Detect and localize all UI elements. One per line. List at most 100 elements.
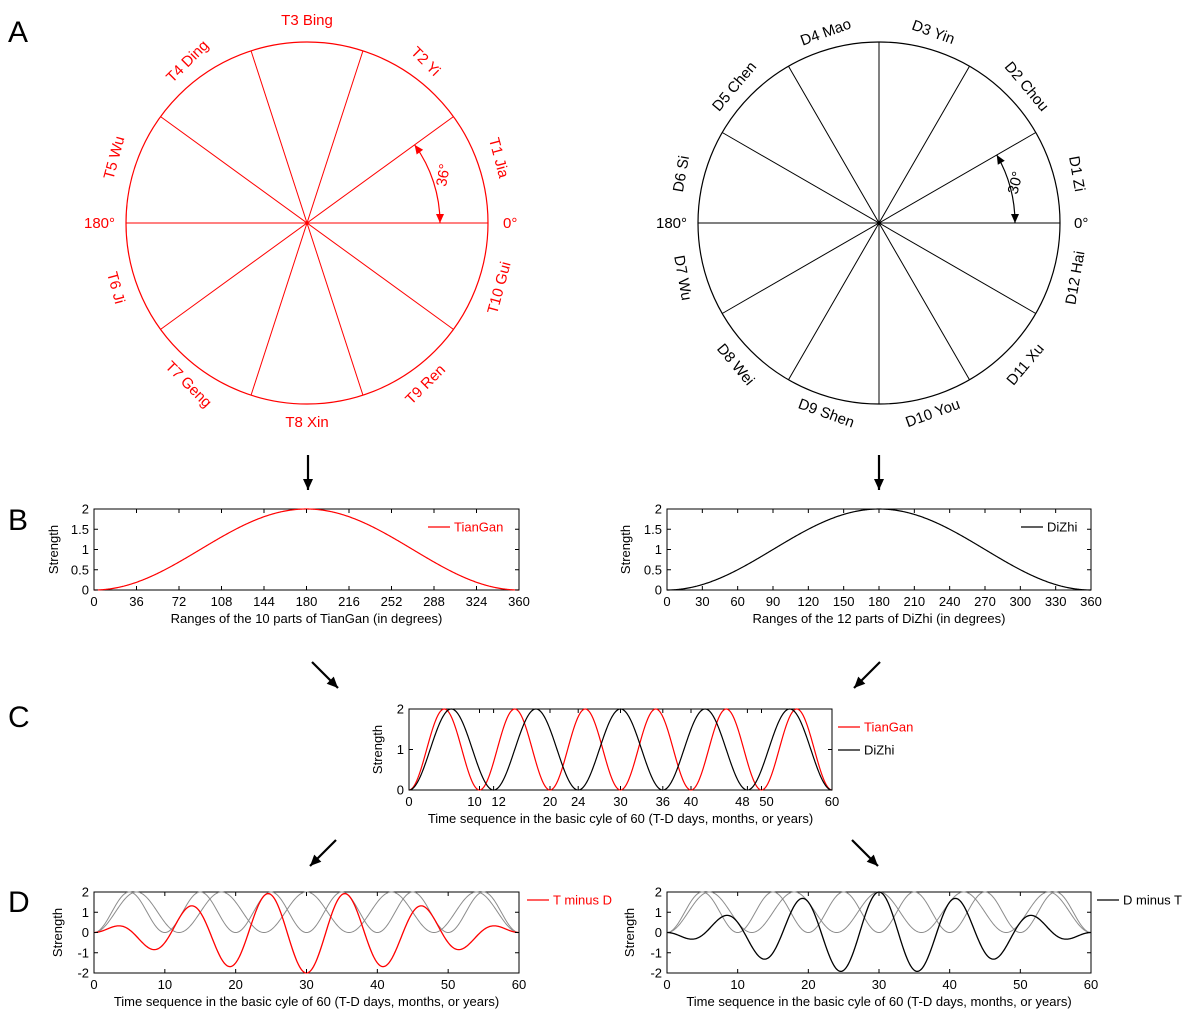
x-tick-label: 50 [1013,977,1027,992]
y-axis-title: Strength [618,525,633,574]
y-tick-label: 1.5 [71,522,89,537]
x-tick-label: 60 [825,794,839,809]
y-axis-title: Strength [50,908,65,957]
arrow-b-to-c-left-head [326,676,338,688]
y-tick-label: 0 [82,925,89,940]
y-tick-label: 0 [82,583,89,598]
tiangan-deg-180: 180° [84,215,115,232]
x-tick-label: 144 [253,594,275,609]
gray-tiangan-curve [666,891,1092,934]
dizhi-arrowhead-top [996,155,1005,165]
dizhi-angle-label: 30° [1005,170,1027,196]
y-tick-label: 0 [655,925,662,940]
t-minus-d-curve [93,892,520,974]
y-tick-label: -2 [77,966,89,981]
x-tick-label: 150 [833,594,855,609]
x-tick-label: 120 [797,594,819,609]
dizhi-label: D3 Yin [910,17,957,48]
tiangan-spoke [160,116,454,330]
x-tick-label: 20 [543,794,557,809]
y-tick-label: 2 [82,502,89,517]
x-tick-label: 48 [735,794,749,809]
x-tick-label: 216 [338,594,360,609]
x-tick-label: 10 [467,794,481,809]
x-tick-label: 60 [1084,977,1098,992]
tiangan-label: T7 Geng [162,358,215,411]
y-tick-label: 0 [655,583,662,598]
y-axis-title: Strength [370,725,385,774]
y-tick-label: -2 [650,966,662,981]
x-axis-title: Time sequence in the basic cyle of 60 (T… [428,811,813,826]
legend-label: TianGan [864,720,913,735]
x-tick-label: 72 [172,594,186,609]
arrow-a-to-b-left-head [303,479,313,490]
plot-d-d-minus-t: 0 10 20 30 40 50 60 -2 -1 0 1 2 Time sequence in the… [622,885,1182,1010]
dizhi-curve [408,708,833,791]
dizhi-label: D1 Zi [1065,155,1088,193]
dizhi-deg-180: 180° [656,215,687,232]
x-tick-label: 360 [1080,594,1102,609]
dizhi-deg-0: 0° [1074,215,1088,232]
x-tick-label: 108 [211,594,233,609]
x-tick-label: 40 [684,794,698,809]
gray-dizhi-curve [666,891,1092,934]
x-tick-label: 324 [466,594,488,609]
y-axis-title: Strength [46,525,61,574]
panel-letter-b: B [8,504,28,537]
y-tick-label: 2 [397,702,404,717]
tiangan-angle-label: 36° [433,163,454,188]
x-tick-label: 0 [405,794,412,809]
x-tick-label: 40 [942,977,956,992]
legend-label: D minus T [1123,893,1182,908]
tiangan-label: T5 Wu [101,134,129,181]
plot-d-t-minus-d: 0 10 20 30 40 50 60 -2 -1 0 1 2 Time sequence in the… [50,885,612,1010]
arrow-c-to-d-left-head [310,854,322,866]
dizhi-spoke [721,132,1037,314]
x-tick-label: 0 [90,977,97,992]
x-tick-label: 24 [571,794,585,809]
x-axis-title: Time sequence in the basic cyle of 60 (T… [686,994,1071,1009]
dizhi-curve [667,508,1091,591]
dizhi-label: D7 Wu [670,254,695,302]
tiangan-label: T3 Bing [281,12,333,29]
x-tick-label: 60 [730,594,744,609]
x-tick-label: 210 [903,594,925,609]
x-tick-label: 50 [441,977,455,992]
plot-b-tiangan: 0 36 72 108 144 180 216 252 288 324 360 0 0.5 1 1.5 2 Ra… [46,502,530,627]
arrow-a-to-b-right-head [874,479,884,490]
dizhi-label: D4 Mao [798,16,853,50]
x-tick-label: 10 [730,977,744,992]
dizhi-wheel: 0° 180° 30° D1 Zi D2 Chou D3 Yin D4 Mao D5 C… [656,16,1089,432]
y-tick-label: 1 [397,742,404,757]
tiangan-label: T10 Gui [484,260,514,316]
x-axis-title: Ranges of the 12 parts of DiZhi (in degr… [753,611,1006,626]
panel-letter-c: C [8,701,30,734]
x-tick-label: 12 [491,794,505,809]
arrow-c-to-d-right-head [866,854,878,866]
x-tick-label: 360 [508,594,530,609]
flow-arrows [303,455,884,867]
x-tick-label: 40 [370,977,384,992]
legend-label: TianGan [454,520,503,535]
x-tick-label: 50 [759,794,773,809]
y-tick-label: 1 [655,905,662,920]
gray-tiangan-curve [93,891,520,934]
panel-letter-a: A [8,16,28,49]
x-tick-label: 60 [512,977,526,992]
tiangan-deg-0: 0° [503,215,517,232]
tiangan-label: T2 Yi [407,44,443,80]
x-tick-label: 30 [299,977,313,992]
dizhi-label: D8 Wei [713,340,757,388]
x-tick-label: 180 [296,594,318,609]
tiangan-arrowhead-top [414,144,424,155]
y-tick-label: -1 [650,945,662,960]
x-tick-label: 90 [766,594,780,609]
x-tick-label: 30 [872,977,886,992]
tiangan-label: T6 Ji [103,270,128,306]
d-minus-t-curve [666,891,1092,973]
tiangan-label: T1 Jia [485,136,512,180]
dizhi-label: D12 Hai [1062,250,1088,306]
legend-label: DiZhi [1047,520,1077,535]
legend-label: DiZhi [864,743,894,758]
